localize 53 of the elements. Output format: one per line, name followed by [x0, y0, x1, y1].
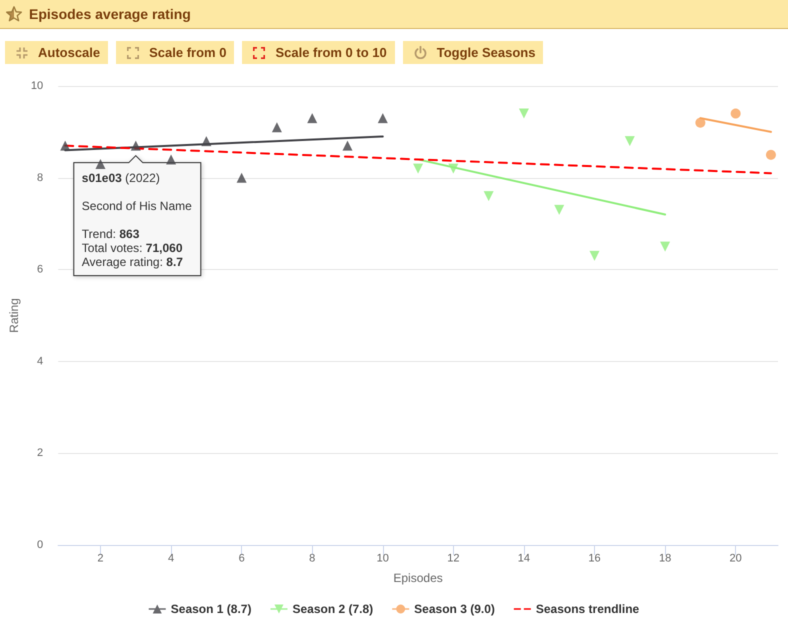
- chart-title: Episodes average rating: [29, 6, 191, 22]
- point: [60, 140, 70, 151]
- legend-label: Season 1 (8.7): [170, 602, 252, 616]
- point: [130, 140, 141, 151]
- point: [272, 122, 282, 132]
- annotation: Second of His Name: [82, 198, 192, 213]
- annotation: Average rating: 8.7: [82, 254, 184, 269]
- point: [342, 140, 352, 151]
- y-tick-label: 6: [37, 264, 44, 276]
- point: [378, 113, 388, 124]
- y-tick-label: 4: [37, 355, 44, 368]
- x-tick-label: 6: [238, 552, 245, 564]
- annotation: s01e03 (2022): [82, 170, 161, 185]
- button[interactable]: Toggle Seasons: [402, 41, 544, 64]
- point: [307, 113, 318, 124]
- point: [766, 150, 776, 160]
- y-tick-label: 2: [37, 447, 44, 460]
- y-tick-label: 8: [37, 172, 44, 184]
- x-tick-label: 14: [518, 552, 530, 564]
- x-tick-label: 12: [447, 552, 460, 564]
- point: [554, 204, 564, 215]
- point: [730, 108, 741, 119]
- point: [660, 242, 670, 252]
- point: [236, 172, 247, 183]
- x-tick-label: 4: [168, 552, 174, 564]
- x-tick-label: 10: [376, 552, 389, 564]
- x-tick-label: 20: [730, 552, 742, 564]
- x-axis-title: Episodes: [393, 571, 443, 585]
- point: [95, 159, 106, 170]
- point: [518, 108, 529, 119]
- x-tick-label: 16: [588, 552, 601, 564]
- annotation: Total votes: 71,060: [82, 240, 184, 255]
- point: [484, 191, 494, 202]
- x-tick-label: 18: [658, 552, 672, 564]
- legend-label: Season 2 (7.8): [292, 602, 374, 616]
- button[interactable]: Scale from 0 to 10: [242, 41, 395, 64]
- annotation: Trend: 863: [82, 226, 140, 241]
- button[interactable]: Autoscale: [5, 41, 108, 64]
- point: [590, 250, 600, 261]
- x-tick-label: 2: [97, 552, 104, 564]
- button[interactable]: Scale from 0: [116, 41, 234, 64]
- legend-label: Season 3 (9.0): [414, 602, 495, 616]
- y-tick-label: 0: [37, 539, 44, 551]
- y-tick-label: 10: [30, 80, 44, 92]
- x-tick-label: 8: [309, 552, 316, 564]
- point: [448, 164, 458, 174]
- point: [695, 118, 706, 128]
- legend-label: Seasons trendline: [536, 602, 640, 616]
- point: [201, 136, 212, 146]
- point: [166, 154, 176, 164]
- point: [624, 136, 635, 146]
- y-axis-title: Rating: [7, 298, 21, 333]
- point: [413, 164, 424, 174]
